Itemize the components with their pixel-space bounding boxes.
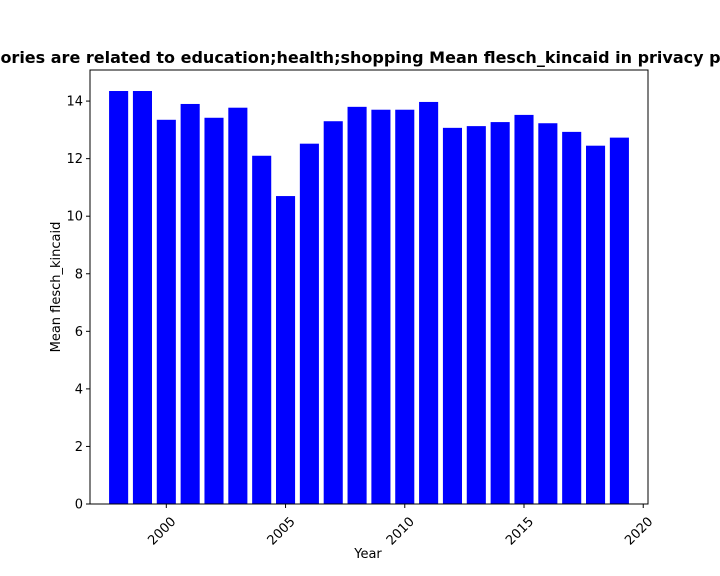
y-tick-label: 12 [66,152,83,167]
bars-group [109,91,629,505]
x-axis-label: Year [353,547,382,562]
bar-2013 [466,126,486,505]
bar-2014 [490,122,510,504]
bar-2007 [323,121,343,504]
bar-2016 [538,123,558,505]
bar-2001 [180,103,200,505]
bar-1998 [109,91,129,504]
x-tick-label: 2020 [622,514,656,548]
bar-2009 [371,109,391,504]
bar-2010 [395,109,415,504]
bar-2006 [299,143,319,504]
x-tick-label: 2010 [384,514,418,548]
y-axis-label: Mean flesch_kincaid [49,222,64,353]
bar-2005 [276,196,296,504]
bar-2003 [228,107,248,504]
bar-2002 [204,117,224,505]
y-tick-label: 4 [75,382,83,397]
y-tick-label: 8 [75,267,83,282]
bar-2018 [586,145,606,504]
bar-2011 [419,101,439,504]
y-tick-label: 6 [75,325,83,340]
bar-2004 [252,155,272,504]
x-tick-label: 2005 [265,514,299,548]
x-axis-ticks: 2000 2005 2010 2015 2020 [145,504,656,548]
plot-frame [89,69,649,505]
x-tick-label: 2015 [503,514,537,548]
bar-2017 [562,131,582,504]
bar-2015 [514,114,534,505]
y-axis-ticks: 0 2 4 6 8 10 12 14 [66,95,90,513]
chart-title: ories are related to education;health;sh… [0,48,720,67]
bar-1999 [132,91,152,504]
y-tick-label: 0 [75,498,83,513]
y-tick-label: 10 [66,210,83,225]
bar-2008 [347,106,367,504]
y-tick-label: 2 [75,440,83,455]
y-tick-label: 14 [66,95,83,110]
x-tick-label: 2000 [145,514,179,548]
bar-2000 [156,119,176,504]
bar-2019 [609,137,629,504]
bar-2012 [442,127,462,504]
